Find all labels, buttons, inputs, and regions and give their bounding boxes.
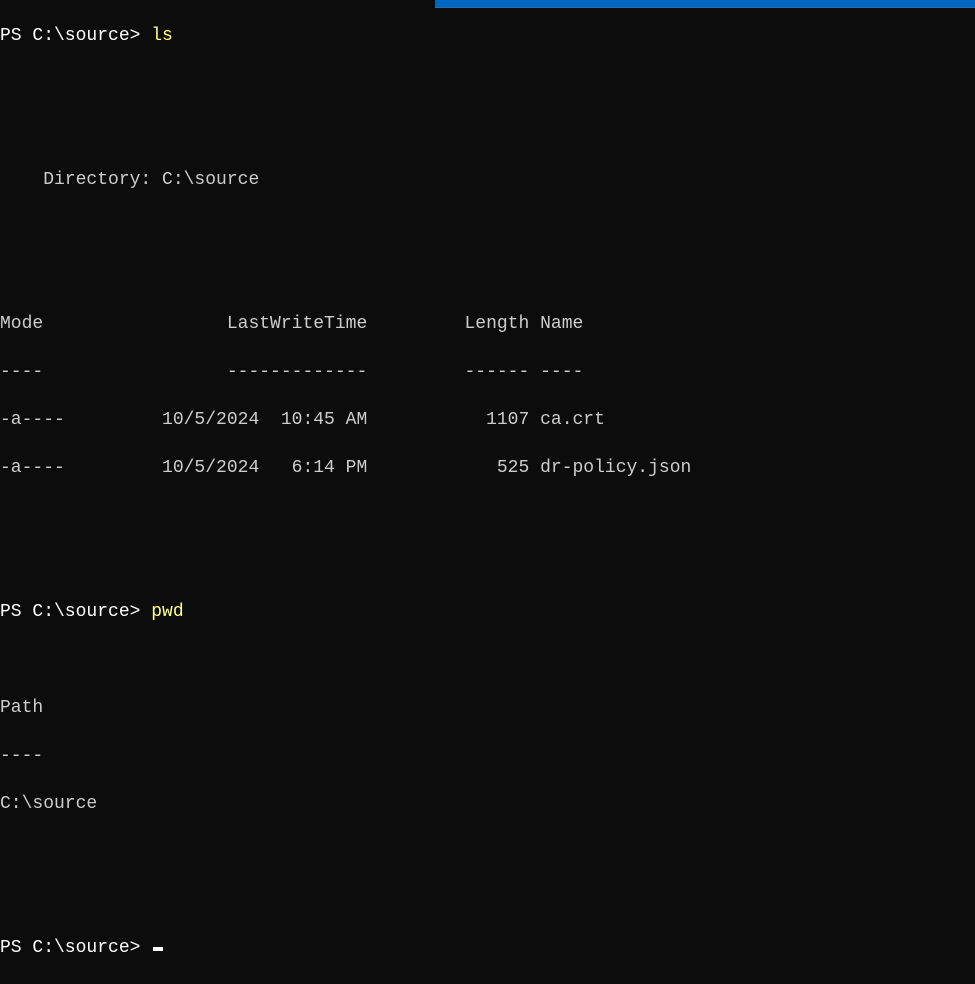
ps-suffix: >: [130, 602, 152, 622]
blank-line: [0, 120, 975, 144]
ps-prefix: PS: [0, 602, 32, 622]
blank-line: [0, 72, 975, 96]
blank-line: [0, 264, 975, 288]
ps-path: C:\source: [32, 26, 129, 46]
ls-file-row: -a---- 10/5/2024 6:14 PM 525 dr-policy.j…: [0, 456, 975, 480]
titlebar-tab-icon: [505, 0, 533, 7]
ls-file-row: -a---- 10/5/2024 10:45 AM 1107 ca.crt: [0, 408, 975, 432]
ps-prefix: PS: [0, 938, 32, 958]
ls-divider-row: ---- ------------- ------ ----: [0, 360, 975, 384]
ls-header-row: Mode LastWriteTime Length Name: [0, 312, 975, 336]
blank-line: [0, 648, 975, 672]
ps-prefix: PS: [0, 26, 32, 46]
pwd-header: Path: [0, 696, 975, 720]
prompt-line-1: PS C:\source> ls: [0, 24, 975, 48]
pwd-divider: ----: [0, 744, 975, 768]
blank-line: [0, 552, 975, 576]
ps-suffix: >: [130, 26, 152, 46]
blank-line: [0, 216, 975, 240]
blank-line: [0, 840, 975, 864]
prompt-line-3[interactable]: PS C:\source>: [0, 936, 975, 960]
ps-suffix: >: [130, 938, 152, 958]
terminal-output[interactable]: PS C:\source> ls Directory: C:\source Mo…: [0, 0, 975, 984]
blank-line: [0, 888, 975, 912]
command-pwd: pwd: [151, 602, 183, 622]
blank-line: [0, 504, 975, 528]
command-ls: ls: [151, 26, 173, 46]
ps-path: C:\source: [32, 602, 129, 622]
pwd-value: C:\source: [0, 792, 975, 816]
ps-path: C:\source: [32, 938, 129, 958]
cursor: [153, 947, 163, 951]
prompt-line-2: PS C:\source> pwd: [0, 600, 975, 624]
ls-directory-line: Directory: C:\source: [0, 168, 975, 192]
